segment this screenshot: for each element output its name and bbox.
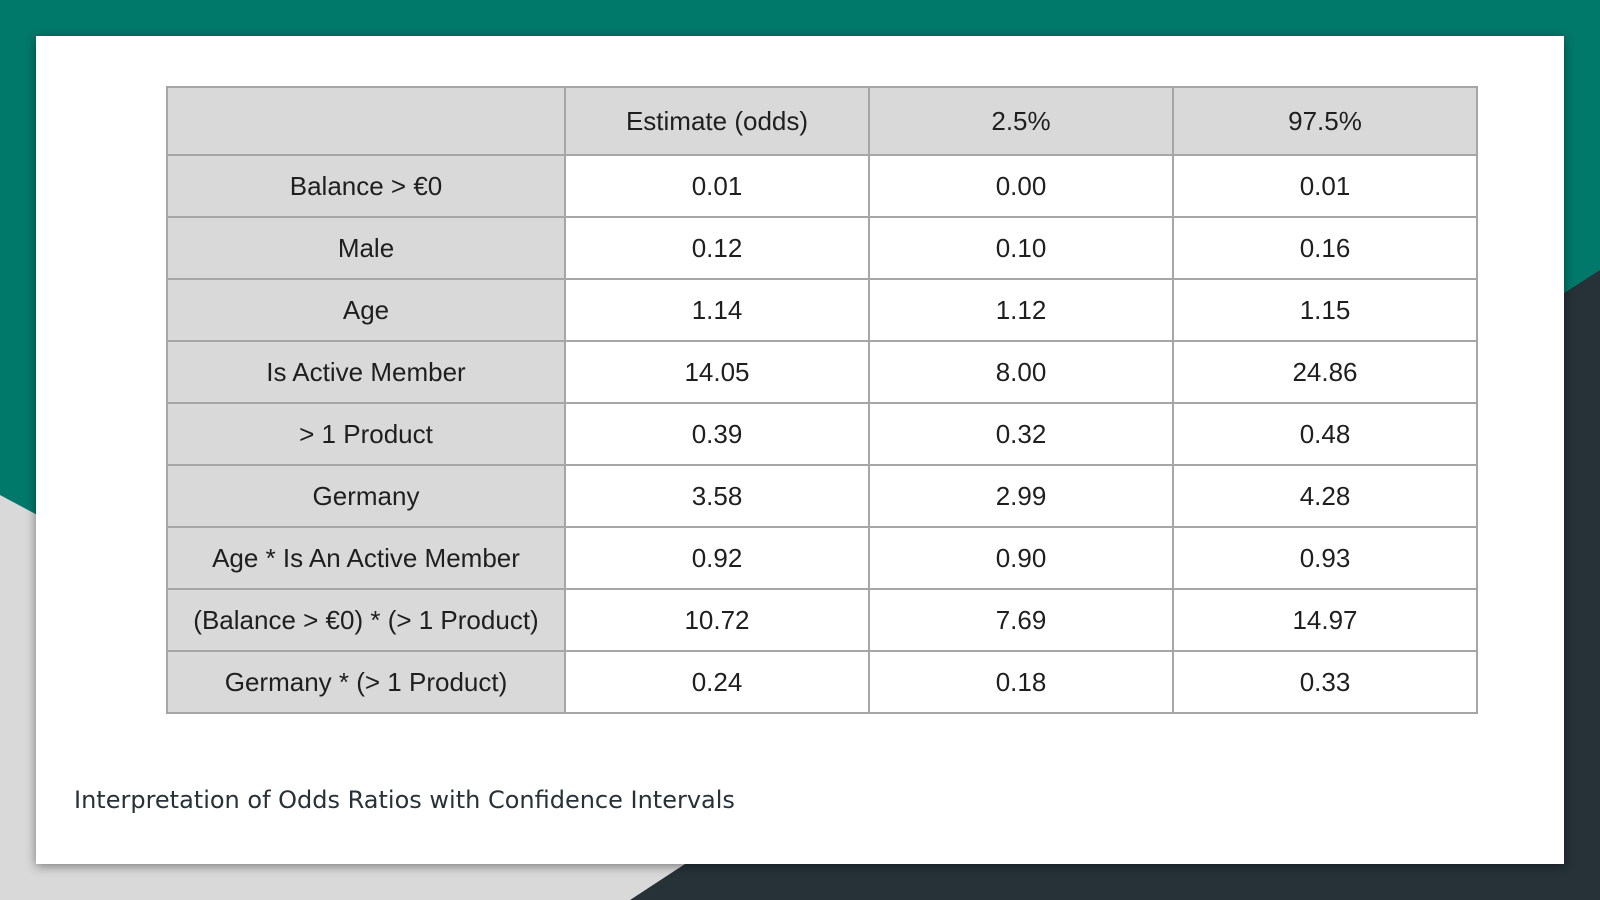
estimate-cell: 3.58 (564, 464, 870, 528)
lower-ci-cell: 8.00 (868, 340, 1174, 404)
table-row: Germany 3.58 2.99 4.28 (166, 464, 1478, 528)
table-row: > 1 Product 0.39 0.32 0.48 (166, 402, 1478, 466)
lower-ci-cell: 1.12 (868, 278, 1174, 342)
upper-ci-cell: 0.48 (1172, 402, 1478, 466)
row-label: Is Active Member (166, 340, 566, 404)
slide-canvas: Estimate (odds) 2.5% 97.5% Balance > €0 … (36, 36, 1564, 864)
lower-ci-cell: 7.69 (868, 588, 1174, 652)
table-row: (Balance > €0) * (> 1 Product) 10.72 7.6… (166, 588, 1478, 652)
odds-ratio-table: Estimate (odds) 2.5% 97.5% Balance > €0 … (166, 86, 1478, 714)
lower-ci-cell: 0.18 (868, 650, 1174, 714)
row-label: Germany * (> 1 Product) (166, 650, 566, 714)
upper-ci-cell: 4.28 (1172, 464, 1478, 528)
upper-ci-cell: 0.33 (1172, 650, 1478, 714)
upper-ci-cell: 0.16 (1172, 216, 1478, 280)
table-row: Germany * (> 1 Product) 0.24 0.18 0.33 (166, 650, 1478, 714)
lower-ci-cell: 0.00 (868, 154, 1174, 218)
estimate-cell: 0.24 (564, 650, 870, 714)
estimate-cell: 10.72 (564, 588, 870, 652)
estimate-cell: 0.39 (564, 402, 870, 466)
header-upper-ci: 97.5% (1172, 86, 1478, 156)
upper-ci-cell: 24.86 (1172, 340, 1478, 404)
estimate-cell: 1.14 (564, 278, 870, 342)
estimate-cell: 0.12 (564, 216, 870, 280)
row-label: Germany (166, 464, 566, 528)
upper-ci-cell: 0.93 (1172, 526, 1478, 590)
table-row: Age * Is An Active Member 0.92 0.90 0.93 (166, 526, 1478, 590)
table-row: Is Active Member 14.05 8.00 24.86 (166, 340, 1478, 404)
row-label: Balance > €0 (166, 154, 566, 218)
row-label: > 1 Product (166, 402, 566, 466)
lower-ci-cell: 0.10 (868, 216, 1174, 280)
row-label: Age * Is An Active Member (166, 526, 566, 590)
slide-caption: Interpretation of Odds Ratios with Confi… (74, 786, 735, 814)
lower-ci-cell: 0.90 (868, 526, 1174, 590)
lower-ci-cell: 2.99 (868, 464, 1174, 528)
table-row: Age 1.14 1.12 1.15 (166, 278, 1478, 342)
upper-ci-cell: 0.01 (1172, 154, 1478, 218)
upper-ci-cell: 14.97 (1172, 588, 1478, 652)
upper-ci-cell: 1.15 (1172, 278, 1478, 342)
row-label: Male (166, 216, 566, 280)
row-label: (Balance > €0) * (> 1 Product) (166, 588, 566, 652)
estimate-cell: 0.01 (564, 154, 870, 218)
estimate-cell: 14.05 (564, 340, 870, 404)
table-header-row: Estimate (odds) 2.5% 97.5% (166, 86, 1478, 156)
table-row: Balance > €0 0.01 0.00 0.01 (166, 154, 1478, 218)
header-corner-cell (166, 86, 566, 156)
lower-ci-cell: 0.32 (868, 402, 1174, 466)
row-label: Age (166, 278, 566, 342)
header-estimate: Estimate (odds) (564, 86, 870, 156)
estimate-cell: 0.92 (564, 526, 870, 590)
header-lower-ci: 2.5% (868, 86, 1174, 156)
table-row: Male 0.12 0.10 0.16 (166, 216, 1478, 280)
